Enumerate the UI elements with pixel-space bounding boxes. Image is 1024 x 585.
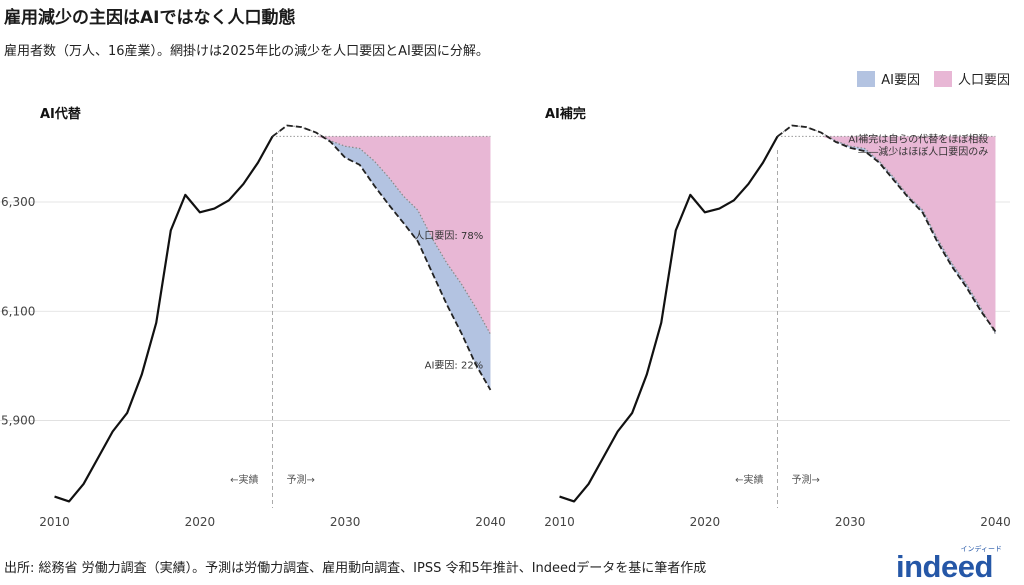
panel-title: AI補完 [545, 106, 586, 122]
source-note: 出所: 総務省 労働力調査（実績）。予測は労働力調査、雇用動向調査、IPSS 令… [4, 561, 707, 576]
x-tick-label: 2010 [39, 515, 70, 529]
legend-label-population: 人口要因 [957, 73, 1010, 88]
x-tick-label: 2040 [475, 515, 506, 529]
label-forecast: 予測→ [287, 473, 315, 486]
y-tick-label: 5,900 [1, 414, 35, 428]
logo-wordmark: indeed [896, 549, 993, 584]
label-actual: ←実績 [230, 473, 258, 486]
x-tick-label: 2030 [835, 515, 866, 529]
x-tick-label: 2020 [690, 515, 721, 529]
population-line [777, 124, 996, 335]
chart-panel-1: AI代替 5,900 6,100 6,300 2010 2020 2030 2040 ←実績 予測… [0, 106, 506, 529]
x-tick-label: 2010 [544, 515, 575, 529]
y-tick-label: 6,300 [1, 195, 35, 209]
label-actual: ←実績 [735, 473, 763, 486]
x-tick-label: 2040 [980, 515, 1011, 529]
legend-item-population: 人口要因 [933, 69, 1010, 88]
actual-line [559, 135, 779, 503]
legend-item-ai: AI要因 [857, 69, 920, 88]
population-line [272, 124, 491, 335]
legend-swatch-ai [857, 70, 876, 87]
annotation: AI補完は自らの代替をほぼ相殺 [848, 132, 988, 145]
annotation: AI要因: 22% [425, 360, 484, 372]
chart-panel-2: AI補完 2010 2020 2030 2040 ←実績 予測→ AI補完は自らの代替をほぼ相… [505, 106, 1011, 529]
forecast-total-line [271, 124, 492, 391]
chart-subtitle: 雇用者数（万人、16産業）。網掛けは2025年比の減少を人口要因とAI要因に分解… [4, 44, 489, 59]
forecast-total-line [776, 124, 997, 333]
ai-factor-area [272, 125, 491, 390]
population-factor-area [272, 136, 491, 335]
chart-title: 雇用減少の主因はAIではなく人口動態 [4, 8, 296, 28]
indeed-logo: インディード indeed [896, 544, 1006, 582]
annotation: 人口要因: 78% [414, 230, 483, 242]
population-factor-area [777, 136, 996, 335]
y-tick-label: 6,100 [1, 304, 35, 318]
panel-title: AI代替 [40, 106, 82, 122]
x-tick-label: 2020 [185, 515, 216, 529]
legend-label-ai: AI要因 [881, 73, 920, 88]
actual-line [54, 135, 274, 503]
x-tick-label: 2030 [330, 515, 361, 529]
legend: AI要因 人口要因 [843, 69, 1010, 88]
annotation: ――減少はほぼ人口要因のみ [858, 145, 988, 158]
legend-swatch-population [933, 70, 952, 87]
label-forecast: 予測→ [792, 473, 820, 486]
logo-kana: インディード [960, 545, 1002, 553]
